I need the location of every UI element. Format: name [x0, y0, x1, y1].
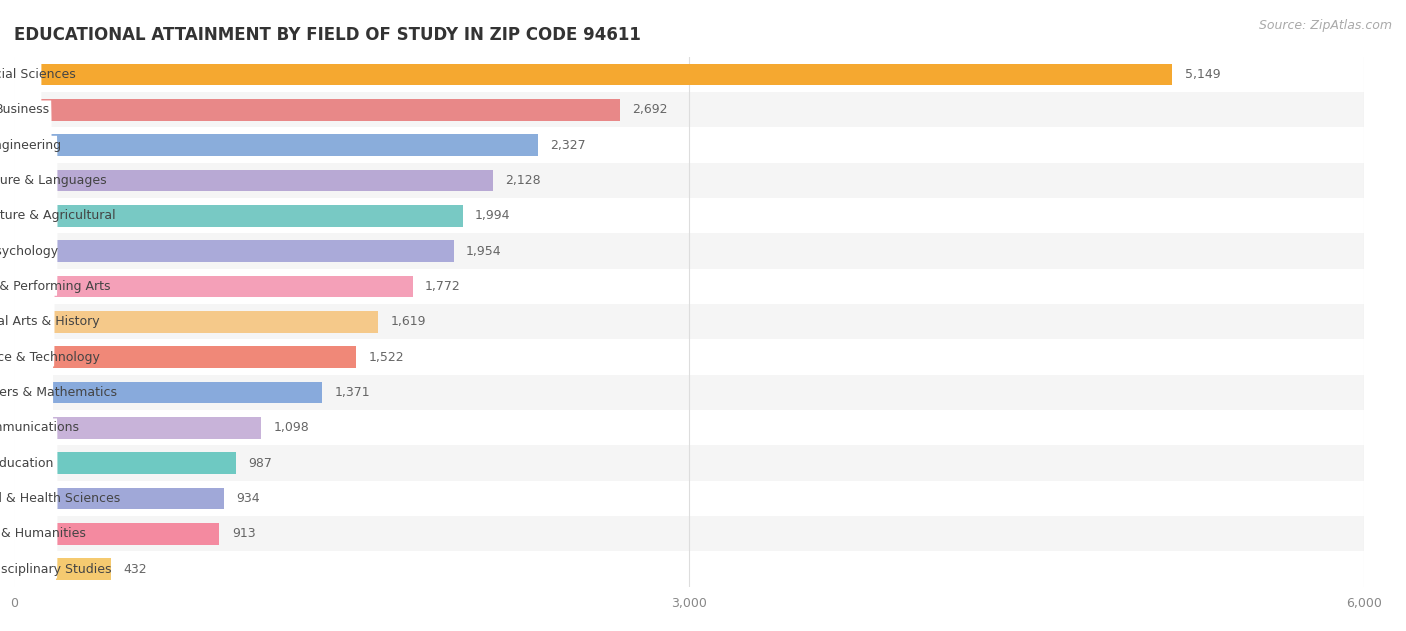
Bar: [14, 57, 1364, 92]
Text: Source: ZipAtlas.com: Source: ZipAtlas.com: [1258, 19, 1392, 32]
Text: 1,954: 1,954: [465, 245, 502, 257]
Text: 1,371: 1,371: [335, 386, 370, 399]
Bar: [14, 64, 1173, 85]
Text: 1,522: 1,522: [368, 351, 405, 363]
Bar: [14, 134, 537, 156]
FancyBboxPatch shape: [14, 348, 39, 508]
FancyBboxPatch shape: [14, 136, 58, 296]
FancyBboxPatch shape: [14, 383, 32, 543]
Text: Science & Technology: Science & Technology: [0, 351, 100, 363]
Text: 987: 987: [249, 457, 273, 469]
Text: 1,772: 1,772: [425, 280, 461, 293]
Text: Education: Education: [0, 457, 55, 469]
FancyBboxPatch shape: [14, 312, 53, 473]
FancyBboxPatch shape: [14, 489, 56, 631]
FancyBboxPatch shape: [14, 30, 31, 190]
Bar: [14, 488, 224, 509]
Text: Physical & Health Sciences: Physical & Health Sciences: [0, 492, 121, 505]
Bar: [14, 558, 111, 580]
FancyBboxPatch shape: [14, 418, 58, 579]
Text: 1,619: 1,619: [391, 316, 426, 328]
Bar: [14, 127, 1364, 163]
Text: Psychology: Psychology: [0, 245, 59, 257]
FancyBboxPatch shape: [14, 242, 52, 402]
Text: Business: Business: [0, 103, 51, 116]
Text: 913: 913: [232, 528, 256, 540]
Bar: [14, 304, 1364, 339]
Bar: [14, 445, 1364, 481]
Text: 934: 934: [236, 492, 260, 505]
FancyBboxPatch shape: [14, 277, 49, 437]
Text: 2,327: 2,327: [550, 139, 585, 151]
FancyBboxPatch shape: [14, 171, 34, 331]
Text: Literature & Languages: Literature & Languages: [0, 174, 107, 187]
Bar: [14, 382, 322, 403]
Text: Visual & Performing Arts: Visual & Performing Arts: [0, 280, 111, 293]
Bar: [14, 452, 236, 474]
Text: 432: 432: [124, 563, 148, 575]
Bar: [14, 516, 1364, 551]
Text: Multidisciplinary Studies: Multidisciplinary Studies: [0, 563, 111, 575]
FancyBboxPatch shape: [14, 0, 41, 155]
Text: Engineering: Engineering: [0, 139, 62, 151]
Text: Computers & Mathematics: Computers & Mathematics: [0, 386, 117, 399]
Text: Liberal Arts & History: Liberal Arts & History: [0, 316, 100, 328]
Text: Communications: Communications: [0, 422, 80, 434]
Bar: [14, 269, 1364, 304]
Text: Bio, Nature & Agricultural: Bio, Nature & Agricultural: [0, 209, 117, 222]
Bar: [14, 198, 1364, 233]
Bar: [14, 99, 620, 121]
Bar: [14, 276, 413, 297]
Bar: [14, 240, 454, 262]
Bar: [14, 163, 1364, 198]
Bar: [14, 339, 1364, 375]
Bar: [14, 523, 219, 545]
Bar: [14, 551, 1364, 587]
Bar: [14, 417, 262, 439]
Bar: [14, 170, 492, 191]
Text: 2,128: 2,128: [505, 174, 541, 187]
Text: 1,994: 1,994: [475, 209, 510, 222]
Bar: [14, 346, 357, 368]
Bar: [14, 375, 1364, 410]
FancyBboxPatch shape: [14, 206, 55, 367]
Bar: [14, 233, 1364, 269]
Bar: [14, 205, 463, 227]
Text: Social Sciences: Social Sciences: [0, 68, 76, 81]
FancyBboxPatch shape: [14, 65, 35, 225]
Bar: [14, 311, 378, 333]
Bar: [14, 481, 1364, 516]
FancyBboxPatch shape: [14, 454, 45, 614]
Bar: [14, 410, 1364, 445]
Bar: [14, 92, 1364, 127]
Text: EDUCATIONAL ATTAINMENT BY FIELD OF STUDY IN ZIP CODE 94611: EDUCATIONAL ATTAINMENT BY FIELD OF STUDY…: [14, 26, 641, 44]
Text: 2,692: 2,692: [633, 103, 668, 116]
Text: Arts & Humanities: Arts & Humanities: [0, 528, 86, 540]
FancyBboxPatch shape: [14, 100, 52, 261]
Text: 5,149: 5,149: [1185, 68, 1220, 81]
Text: 1,098: 1,098: [273, 422, 309, 434]
